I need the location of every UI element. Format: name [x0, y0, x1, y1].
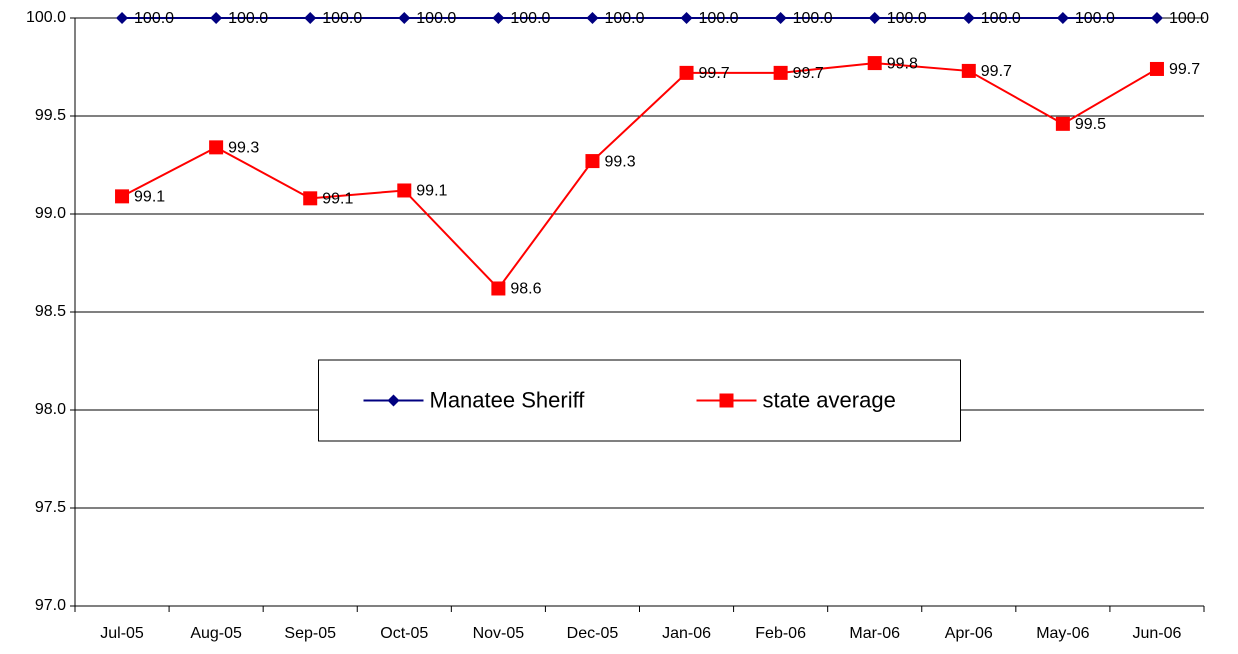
x-tick-label: Jul-05 — [100, 625, 144, 642]
marker — [773, 65, 788, 80]
x-tick-label: May-06 — [1036, 625, 1089, 642]
legend-box — [318, 359, 961, 442]
data-label: 100.0 — [510, 10, 550, 27]
data-label: 99.5 — [1075, 116, 1106, 133]
data-label: 100.0 — [1075, 10, 1115, 27]
y-tick-label: 98.5 — [35, 303, 66, 320]
data-label: 100.0 — [604, 10, 644, 27]
data-label: 99.1 — [134, 189, 165, 206]
legend-label: Manatee Sheriff — [430, 387, 586, 412]
marker — [115, 189, 130, 204]
marker — [774, 12, 787, 24]
y-tick-label: 100.0 — [26, 9, 66, 26]
data-label: 100.0 — [981, 10, 1021, 27]
data-label: 99.7 — [699, 65, 730, 82]
legend: Manatee Sheriff state average — [318, 359, 961, 442]
data-label: 100.0 — [887, 10, 927, 27]
marker — [209, 140, 224, 155]
data-label: 99.1 — [416, 183, 447, 200]
marker — [679, 65, 694, 80]
x-tick-label: Mar-06 — [849, 625, 900, 642]
data-label: 99.3 — [228, 140, 259, 157]
x-tick-label: Aug-05 — [190, 625, 242, 642]
data-label: 100.0 — [1169, 10, 1209, 27]
data-label: 98.6 — [510, 281, 541, 298]
marker — [398, 12, 411, 24]
marker — [303, 191, 318, 206]
marker — [962, 12, 975, 24]
data-label: 100.0 — [228, 10, 268, 27]
marker — [867, 56, 882, 71]
series-line — [121, 62, 1158, 291]
data-label: 100.0 — [699, 10, 739, 27]
x-tick-label: Jun-06 — [1132, 625, 1181, 642]
marker — [491, 281, 506, 296]
data-label: 99.7 — [793, 65, 824, 82]
marker — [492, 12, 505, 24]
data-label: 100.0 — [416, 10, 456, 27]
data-label: 99.7 — [981, 63, 1012, 80]
marker — [680, 12, 693, 24]
data-label: 99.3 — [604, 153, 635, 170]
legend-label: state average — [763, 387, 896, 412]
marker — [1055, 116, 1070, 131]
marker — [961, 63, 976, 78]
y-tick-label: 97.0 — [35, 597, 66, 614]
marker — [868, 12, 881, 24]
data-label: 99.7 — [1169, 61, 1200, 78]
marker — [387, 394, 400, 407]
y-tick-label: 99.5 — [35, 107, 66, 124]
y-tick-label: 97.5 — [35, 499, 66, 516]
x-tick-label: Sep-05 — [284, 625, 336, 642]
x-tick-label: Nov-05 — [473, 625, 525, 642]
y-tick-label: 98.0 — [35, 401, 66, 418]
x-tick-label: Dec-05 — [567, 625, 619, 642]
data-label: 100.0 — [793, 10, 833, 27]
data-label: 100.0 — [322, 10, 362, 27]
x-tick-label: Feb-06 — [755, 625, 806, 642]
x-tick-label: Oct-05 — [380, 625, 428, 642]
marker — [1149, 61, 1164, 76]
marker — [586, 12, 599, 24]
marker — [397, 183, 412, 198]
data-label: 99.1 — [322, 191, 353, 208]
marker — [304, 12, 317, 24]
marker — [719, 393, 734, 408]
marker — [210, 12, 223, 24]
marker — [585, 154, 600, 169]
data-label: 99.8 — [887, 55, 918, 72]
data-label: 100.0 — [134, 10, 174, 27]
y-tick-label: 99.0 — [35, 205, 66, 222]
x-tick-label: Jan-06 — [662, 625, 711, 642]
x-tick-label: Apr-06 — [945, 625, 993, 642]
marker — [1056, 12, 1069, 24]
marker — [116, 12, 129, 24]
marker — [1150, 12, 1163, 24]
